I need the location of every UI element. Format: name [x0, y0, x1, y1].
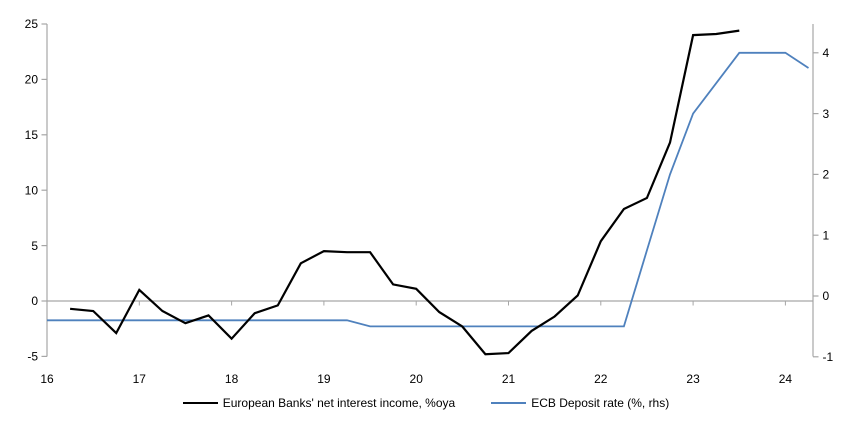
left-axis-tick-label: 20 [25, 73, 39, 87]
left-axis-tick-label: 25 [25, 17, 39, 31]
right-axis-tick-label: -1 [823, 350, 834, 364]
x-axis-tick-label: 24 [779, 372, 793, 386]
x-axis-tick-label: 22 [594, 372, 608, 386]
right-axis-tick-label: 1 [823, 228, 830, 242]
right-axis-tick-label: 0 [823, 289, 830, 303]
deposit-rate-line [47, 51, 809, 328]
x-axis-tick-label: 20 [410, 372, 424, 386]
legend: European Banks' net interest income, %oy… [0, 396, 852, 410]
right-axis-tick-label: 4 [823, 46, 830, 60]
x-axis-tick-label: 21 [502, 372, 516, 386]
left-axis-tick-label: 15 [25, 128, 39, 142]
nii-line [69, 29, 740, 356]
nii-line-sample-icon [182, 402, 218, 404]
nii-legend-label: European Banks' net interest income, %oy… [222, 396, 456, 410]
right-axis-tick-label: 2 [823, 168, 830, 182]
x-axis-tick-label: 17 [133, 372, 147, 386]
right-axis-tick-label: 3 [823, 107, 830, 121]
left-axis-tick-label: 0 [31, 294, 38, 308]
legend-item-deposit-rate: ECB Deposit rate (%, rhs) [491, 396, 669, 410]
left-axis-tick-label: 5 [31, 239, 38, 253]
legend-item-nii: European Banks' net interest income, %oy… [182, 396, 456, 410]
deposit-rate-line-sample-icon [491, 402, 527, 404]
x-axis-tick-label: 23 [686, 372, 700, 386]
left-axis-tick-label: 10 [25, 183, 39, 197]
left-axis-tick-label: -5 [27, 350, 38, 364]
x-axis-tick-label: 18 [225, 372, 239, 386]
x-axis-tick-label: 16 [40, 372, 54, 386]
x-axis-tick-label: 19 [317, 372, 331, 386]
deposit-rate-legend-label: ECB Deposit rate (%, rhs) [531, 396, 670, 410]
